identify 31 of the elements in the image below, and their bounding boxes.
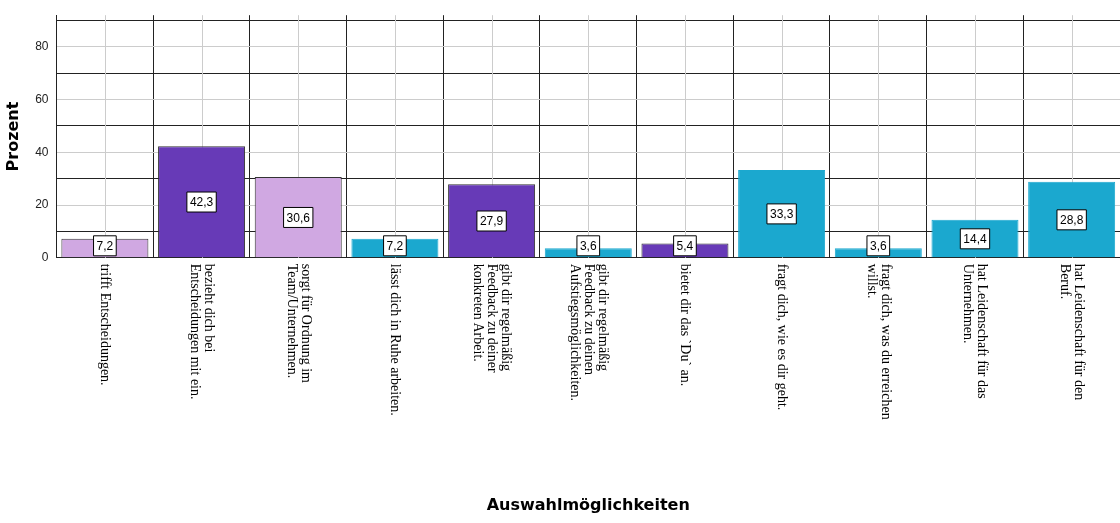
x-tick-label: fragt dich, wie es dir geht.	[774, 263, 790, 411]
data-label: 3,6	[579, 239, 597, 254]
x-axis-title: Auswahlmöglichkeiten	[486, 494, 690, 514]
x-tick-label: hat Leidenschaft für das Unternehmen.	[961, 263, 991, 399]
x-tick-label: gibt dir regelmäßig Feedback zu deinen Aufstiegsmöglichkeiten.	[567, 263, 611, 402]
data-label: 30,6	[286, 210, 311, 225]
y-tick-label: 40	[35, 144, 49, 159]
x-tick-label: trifft Entscheidungen.	[98, 263, 114, 386]
data-label: 27,9	[479, 214, 504, 229]
y-tick-label: 60	[35, 91, 49, 106]
data-label: 7,2	[96, 239, 114, 254]
data-label: 28,8	[1059, 213, 1084, 228]
x-tick-label: bezieht dich bei Entscheidungen mit ein.	[187, 263, 217, 400]
x-tick-label: lässt dich in Ruhe arbeiten.	[388, 263, 404, 416]
data-label: 5,4	[676, 239, 694, 254]
bar	[738, 169, 826, 258]
x-tick-label: bietet dir das `Du` an.	[678, 263, 694, 387]
y-tick-label: 80	[35, 39, 49, 54]
x-tick-label: fragt dich, was du erreichen willst.	[864, 263, 894, 420]
data-label: 3,6	[869, 239, 887, 254]
y-tick-label: 0	[41, 250, 49, 265]
x-tick-label: gibt dir regelmäßig Feedback zu deiner konkreten Arbeit.	[470, 263, 514, 373]
data-label: 42,3	[189, 195, 214, 210]
data-label: 7,2	[386, 239, 404, 254]
y-axis-title: Prozent	[2, 101, 22, 172]
y-tick-label: 20	[35, 197, 49, 212]
x-tick-label: sorgt für Ordnung im Team/Unternehmen.	[284, 263, 314, 384]
data-label: 14,4	[963, 232, 987, 247]
bar	[1028, 181, 1116, 258]
data-label: 33,3	[769, 207, 794, 222]
x-tick-label: hat Leidenschaft für den Beruf.	[1057, 263, 1087, 401]
